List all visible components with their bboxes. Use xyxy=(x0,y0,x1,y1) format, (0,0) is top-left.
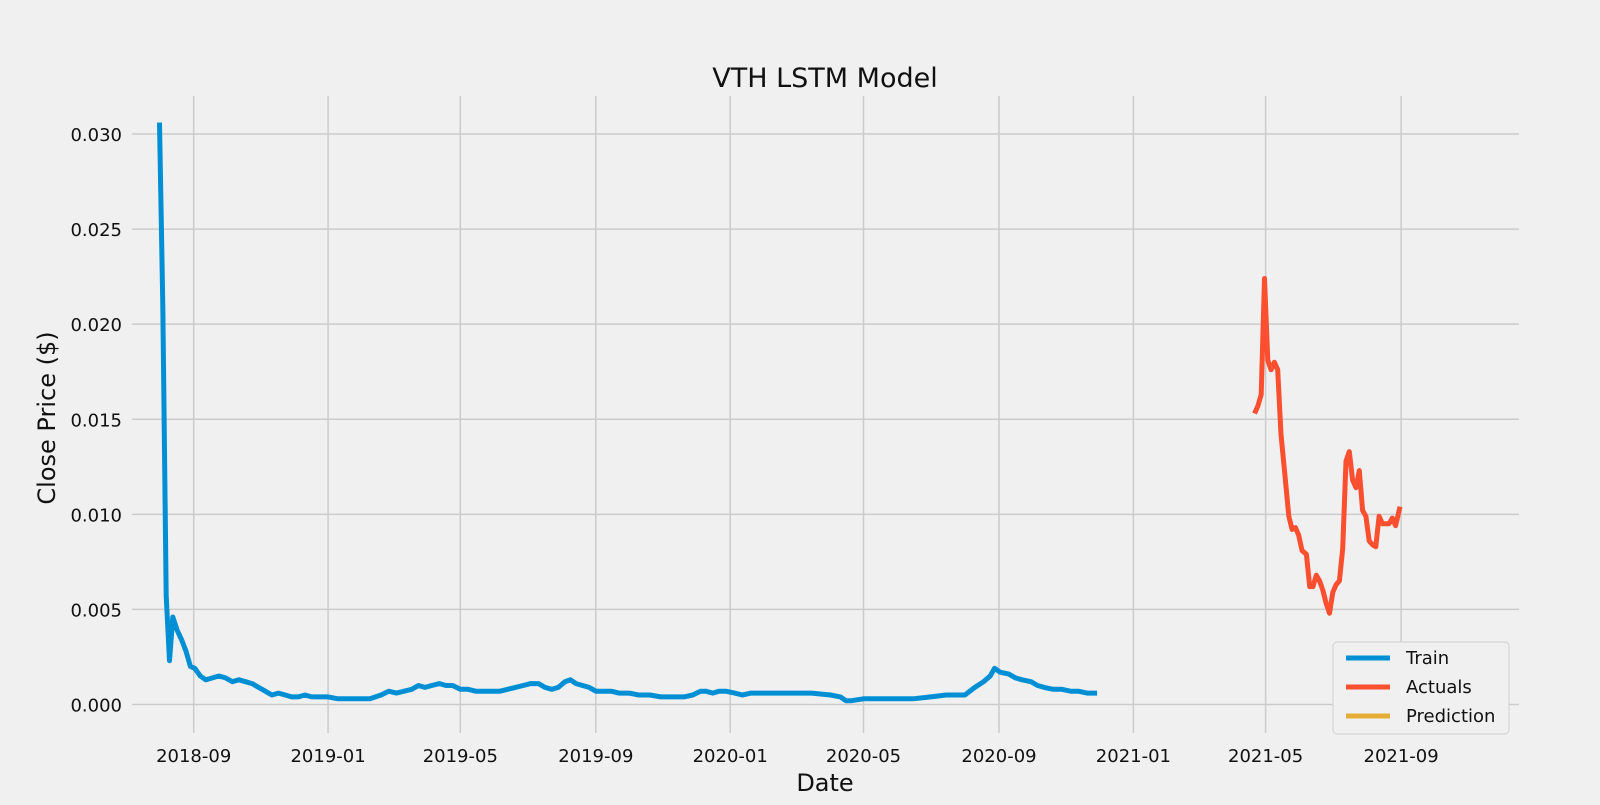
grid xyxy=(132,96,1519,733)
chart-title: VTH LSTM Model xyxy=(712,63,937,94)
tick-labels: 2018-09 2019-01 2019-05 2019-09 2020-01 2020-… xyxy=(70,125,1438,767)
y-tick-label: 0.010 xyxy=(70,505,122,526)
series-lines xyxy=(157,122,1403,704)
legend-label-actuals: Actuals xyxy=(1406,677,1472,698)
legend-label-prediction: Prediction xyxy=(1406,706,1495,727)
x-tick-label: 2019-05 xyxy=(423,746,498,767)
y-tick-label: 0.020 xyxy=(70,315,122,336)
x-tick-label: 2019-01 xyxy=(290,746,365,767)
series-line-actuals xyxy=(1252,276,1403,616)
y-tick-label: 0.005 xyxy=(70,600,122,621)
x-tick-label: 2021-01 xyxy=(1096,746,1171,767)
y-axis-label: Close Price ($) xyxy=(33,331,61,504)
legend-box xyxy=(1332,641,1510,735)
y-tick-label: 0.025 xyxy=(70,220,122,241)
legend-label-train: Train xyxy=(1405,648,1449,669)
x-tick-label: 2018-09 xyxy=(156,746,231,767)
x-tick-label: 2020-05 xyxy=(826,746,901,767)
x-axis-label: Date xyxy=(796,769,853,797)
x-tick-label: 2021-09 xyxy=(1364,746,1439,767)
x-tick-label: 2020-01 xyxy=(693,746,768,767)
y-tick-label: 0.015 xyxy=(70,410,122,431)
x-tick-label: 2020-09 xyxy=(961,746,1036,767)
x-tick-label: 2019-09 xyxy=(558,746,633,767)
series-line-train xyxy=(157,122,1098,704)
y-tick-label: 0.000 xyxy=(70,695,122,716)
x-tick-label: 2021-05 xyxy=(1228,746,1303,767)
legend: Train Actuals Prediction xyxy=(1332,641,1510,735)
y-tick-label: 0.030 xyxy=(70,125,122,146)
